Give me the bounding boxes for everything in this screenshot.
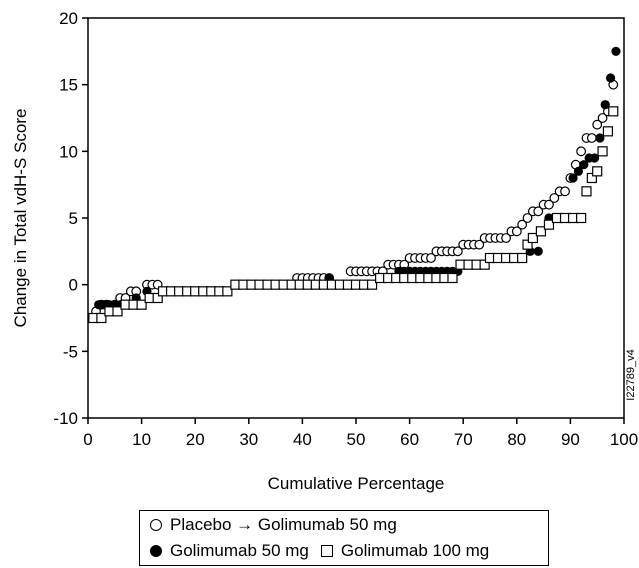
x-tick-label: 10 xyxy=(132,430,151,449)
data-point-open-circle xyxy=(586,133,597,143)
open-square-marker-icon xyxy=(320,545,333,557)
data-point-open-square xyxy=(592,166,603,177)
data-point-open-square xyxy=(581,186,592,197)
data-point-open-square xyxy=(608,106,619,117)
data-point-open-square xyxy=(112,306,123,317)
y-tick-label: 20 xyxy=(59,9,78,28)
data-points xyxy=(88,46,621,324)
data-point-open-circle xyxy=(426,253,436,263)
data-point-open-circle xyxy=(501,233,511,243)
data-point-open-circle xyxy=(549,193,560,203)
legend-label-placebo: Placebo → Golimumab 50 mg xyxy=(170,515,397,534)
legend-entry-placebo: Placebo → Golimumab 50 mg xyxy=(150,513,397,537)
filled-circle-marker-icon xyxy=(150,545,162,557)
x-tick-label: 100 xyxy=(610,430,638,449)
data-point-open-square xyxy=(447,272,458,284)
data-point-filled-circle xyxy=(611,46,621,56)
data-point-open-circle xyxy=(452,246,463,257)
data-point-filled-circle xyxy=(595,133,605,143)
series-open-square xyxy=(88,106,619,324)
data-point-open-circle xyxy=(544,199,554,210)
data-point-open-circle xyxy=(560,186,570,197)
y-tick-label: 10 xyxy=(59,142,78,161)
data-point-filled-circle xyxy=(605,73,616,83)
data-point-filled-circle xyxy=(589,153,600,163)
data-point-open-square xyxy=(597,146,608,157)
data-point-filled-circle xyxy=(579,160,589,170)
data-point-open-square xyxy=(136,299,147,310)
data-point-open-square xyxy=(152,292,163,304)
data-point-open-square xyxy=(96,312,107,324)
y-tick-label: 0 xyxy=(69,276,78,295)
x-tick-label: 60 xyxy=(400,430,419,449)
data-point-open-square xyxy=(602,126,614,137)
data-point-open-square xyxy=(527,232,538,244)
x-tick-label: 40 xyxy=(293,430,312,449)
data-point-open-square xyxy=(522,239,533,250)
data-point-open-square xyxy=(366,279,378,290)
data-point-open-circle xyxy=(592,119,603,130)
data-point-open-square xyxy=(576,212,587,224)
data-point-open-square xyxy=(543,219,555,230)
y-tick-label: -10 xyxy=(53,409,78,428)
data-point-filled-circle xyxy=(600,100,610,110)
data-point-open-circle xyxy=(576,146,587,157)
open-circle-marker-icon xyxy=(150,519,162,531)
data-point-filled-circle xyxy=(568,173,578,183)
data-point-open-square xyxy=(517,252,528,264)
x-tick-label: 70 xyxy=(454,430,473,449)
data-point-filled-circle xyxy=(533,246,543,256)
x-tick-label: 80 xyxy=(507,430,526,449)
y-axis: -10 -5 0 5 10 15 20 xyxy=(53,9,88,428)
y-tick-label: -5 xyxy=(63,342,78,361)
data-point-open-square xyxy=(222,286,233,297)
x-tick-label: 0 xyxy=(83,430,92,449)
y-tick-label: 15 xyxy=(59,76,78,95)
data-point-filled-circle xyxy=(573,166,584,176)
x-tick-label: 50 xyxy=(347,430,366,449)
x-tick-label: 90 xyxy=(561,430,580,449)
legend-label-golimumab-50: Golimumab 50 mg xyxy=(170,541,309,560)
data-point-open-circle xyxy=(533,206,544,217)
data-point-open-circle xyxy=(597,113,608,123)
legend-label-golimumab-100: Golimumab 100 mg xyxy=(340,541,490,560)
x-axis: 0 10 20 30 40 50 60 70 80 90 100 xyxy=(83,418,638,449)
chart-legend: Placebo → Golimumab 50 mg Golimumab 50 m… xyxy=(139,510,549,566)
x-axis-title: Cumulative Percentage xyxy=(268,474,445,493)
data-point-open-square xyxy=(586,172,597,184)
data-point-open-circle xyxy=(474,239,485,250)
legend-entry-golimumab: Golimumab 50 mg Golimumab 100 mg xyxy=(150,539,489,563)
x-tick-label: 30 xyxy=(239,430,258,449)
figure-code-label: I22789_v4 xyxy=(625,349,637,400)
data-point-open-square xyxy=(535,226,547,237)
data-point-open-circle xyxy=(517,219,528,230)
y-tick-label: 5 xyxy=(69,209,78,228)
x-tick-label: 20 xyxy=(186,430,205,449)
y-axis-title: Change in Total vdH-S Score xyxy=(11,109,30,328)
data-point-open-square xyxy=(479,259,490,270)
data-point-open-circle xyxy=(522,213,533,223)
data-point-open-circle xyxy=(511,226,522,237)
plot-area-frame xyxy=(87,17,625,419)
